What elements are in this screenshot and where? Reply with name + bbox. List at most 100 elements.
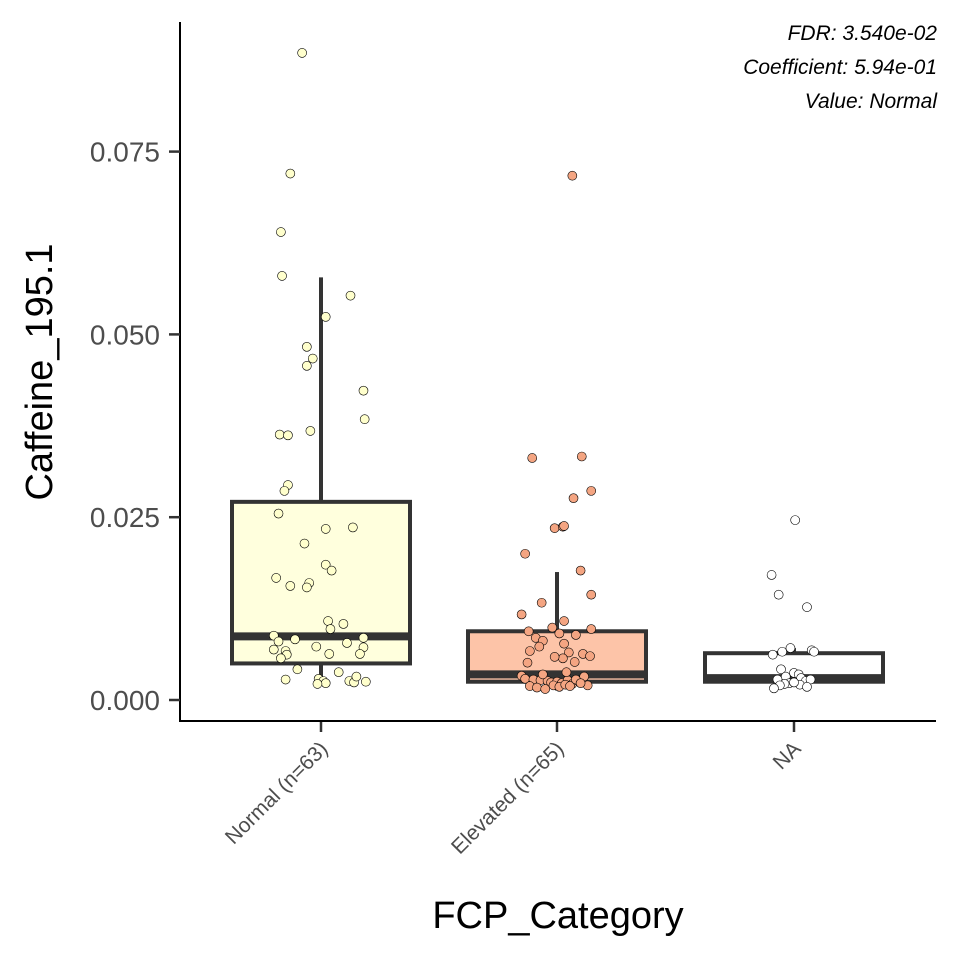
y-tick-label: 0.050 <box>90 319 160 350</box>
data-point <box>559 616 569 626</box>
data-point <box>586 486 597 496</box>
data-point <box>302 582 312 593</box>
y-tick-label: 0.075 <box>90 137 160 168</box>
data-point <box>302 361 312 371</box>
x-tick-label: Normal (n=63) <box>221 737 333 849</box>
data-point <box>802 682 812 692</box>
data-point <box>536 597 547 608</box>
data-point <box>311 641 322 652</box>
data-point <box>571 630 581 640</box>
annotation-value: Value: Normal <box>805 90 939 113</box>
data-point <box>277 271 287 281</box>
data-point <box>527 453 538 463</box>
data-point <box>538 669 548 680</box>
data-point <box>320 559 331 570</box>
data-point <box>790 515 800 525</box>
data-point <box>766 570 777 580</box>
data-point <box>271 573 281 583</box>
y-tick-label: 0.025 <box>90 502 160 533</box>
data-point <box>320 524 331 534</box>
data-point <box>299 538 310 549</box>
x-axis-title: FCP_Category <box>432 895 683 937</box>
data-point <box>348 522 358 533</box>
data-point <box>586 624 597 634</box>
data-point <box>268 644 279 655</box>
data-point <box>274 429 285 440</box>
annotation-fdr: FDR: 3.540e-02 <box>788 22 938 45</box>
data-point <box>522 657 533 668</box>
data-point <box>785 643 796 653</box>
data-point <box>549 652 560 662</box>
data-point <box>565 681 575 691</box>
data-point <box>342 638 352 648</box>
data-point <box>283 430 293 441</box>
y-axis-title: Caffeine_195.1 <box>19 243 61 500</box>
data-point <box>325 624 336 634</box>
data-point <box>292 664 303 675</box>
data-point <box>276 227 286 237</box>
x-tick-label: NA <box>769 737 806 774</box>
data-point <box>323 616 333 626</box>
data-point <box>320 678 331 688</box>
data-point <box>285 168 296 179</box>
data-point <box>777 646 788 657</box>
data-point <box>338 619 349 629</box>
data-point <box>516 609 527 620</box>
data-point <box>554 628 565 639</box>
data-point <box>359 414 370 425</box>
data-point <box>358 385 369 396</box>
data-point <box>776 664 786 675</box>
data-point <box>326 565 337 576</box>
data-point <box>773 589 784 600</box>
data-point <box>307 353 318 364</box>
data-point <box>358 633 369 643</box>
data-point <box>276 653 286 664</box>
category-group <box>466 572 648 691</box>
data-point <box>305 426 316 436</box>
data-point <box>534 641 545 652</box>
data-point <box>567 170 578 181</box>
data-point <box>279 486 290 496</box>
data-point <box>280 674 291 685</box>
data-point <box>285 581 296 591</box>
data-point <box>809 646 819 657</box>
y-tick-label: 0.000 <box>90 685 160 716</box>
data-point <box>525 646 535 656</box>
data-point <box>273 508 284 519</box>
data-point <box>345 290 356 301</box>
data-point <box>351 671 362 682</box>
data-point <box>320 312 331 322</box>
data-point <box>290 634 300 645</box>
data-point <box>585 651 595 661</box>
data-point <box>559 521 569 531</box>
data-point <box>273 636 284 647</box>
data-point <box>520 548 530 559</box>
data-point <box>532 682 542 693</box>
data-point <box>361 676 371 687</box>
data-point <box>563 647 574 658</box>
data-point <box>312 679 323 689</box>
data-point <box>575 678 586 688</box>
data-point <box>355 649 365 659</box>
x-tick-label: Elevated (n=65) <box>447 737 569 859</box>
data-point <box>802 602 812 612</box>
data-point <box>586 589 597 600</box>
data-point <box>333 667 344 678</box>
data-point <box>558 653 568 664</box>
data-point <box>302 342 312 352</box>
data-point <box>569 657 580 667</box>
category-group <box>230 277 412 682</box>
data-point <box>568 493 579 503</box>
data-point <box>767 649 778 660</box>
data-point <box>559 638 569 649</box>
data-point <box>324 649 335 659</box>
data-point <box>576 451 587 462</box>
data-point <box>523 626 534 637</box>
annotation-coefficient: Coefficient: 5.94e-01 <box>743 56 937 79</box>
data-point <box>549 523 560 533</box>
data-point <box>297 48 307 58</box>
data-point <box>547 622 558 633</box>
data-point <box>575 565 586 576</box>
stat-annotations: FDR: 3.540e-02 Coefficient: 5.94e-01 Val… <box>743 22 938 113</box>
